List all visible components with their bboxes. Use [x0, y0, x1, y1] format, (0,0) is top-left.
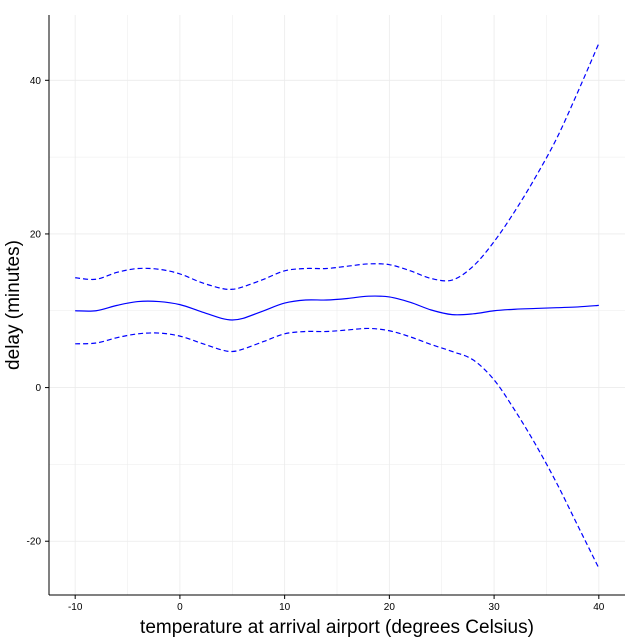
x-tick-label: 20 [384, 602, 396, 613]
x-tick-label: 40 [593, 602, 605, 613]
x-tick-label: 30 [489, 602, 501, 613]
y-axis-title: delay (minutes) [3, 240, 24, 370]
grid-layer [49, 15, 625, 595]
y-tick-label: -20 [27, 537, 42, 548]
x-tick-label: -10 [68, 602, 83, 613]
tick-layer: -10 0 10 20 30 40 -20 0 20 40 [27, 76, 605, 613]
upper-bound-line [75, 43, 600, 291]
y-tick-label: 40 [30, 76, 42, 87]
lower-bound-line [75, 327, 600, 569]
x-tick-label: 10 [279, 602, 291, 613]
axis-layer [48, 15, 625, 596]
x-tick-label: 0 [177, 602, 183, 613]
series-layer [75, 43, 600, 569]
x-axis-title: temperature at arrival airport (degrees … [140, 617, 534, 638]
estimate-line [75, 295, 599, 321]
y-tick-label: 20 [30, 229, 42, 240]
y-tick-label: 0 [35, 383, 41, 394]
